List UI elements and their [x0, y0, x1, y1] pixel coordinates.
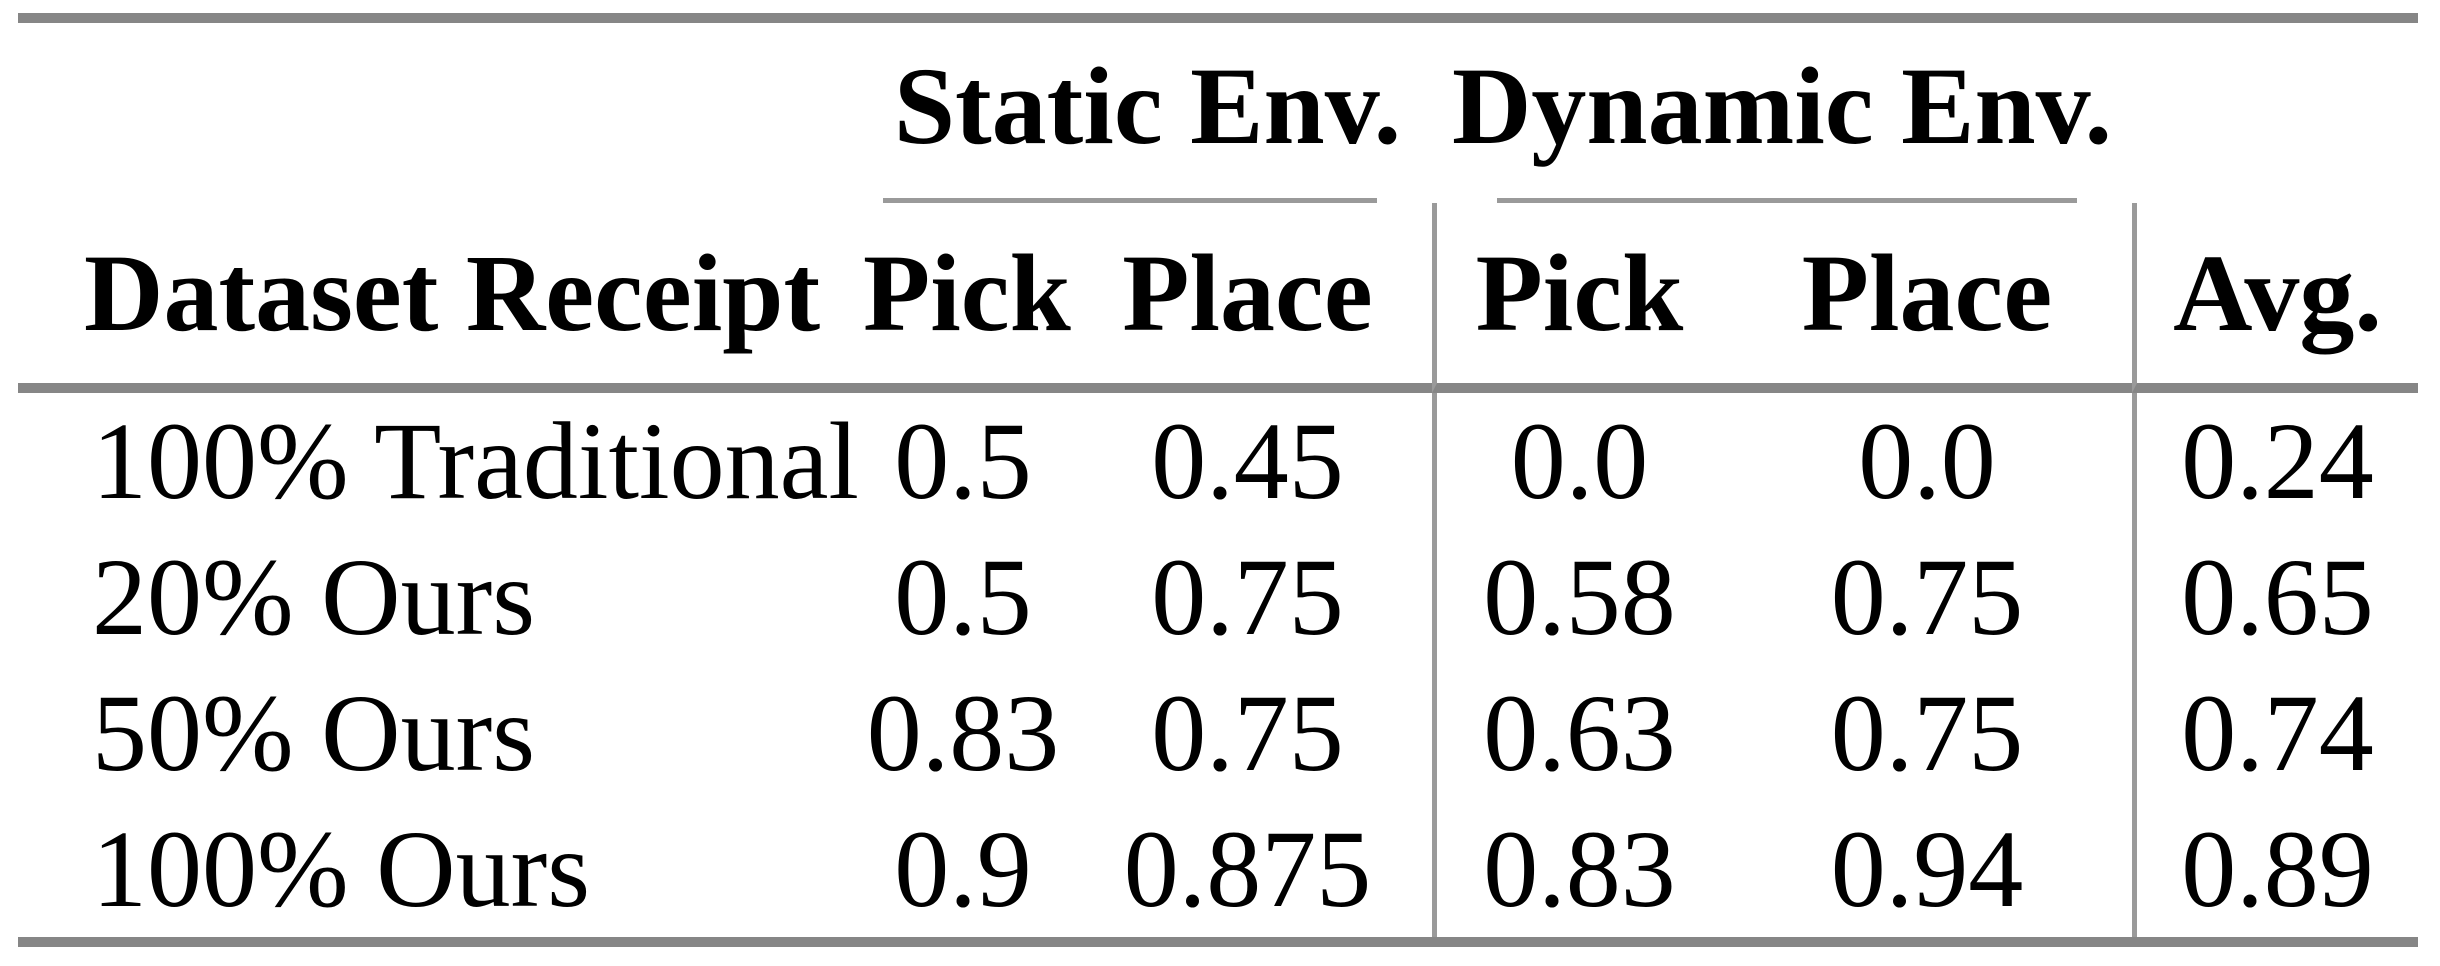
cell-avg: 0.74: [2132, 665, 2418, 801]
cell-avg: 0.24: [2132, 393, 2418, 529]
cell-avg: 0.65: [2132, 529, 2418, 665]
cell-static-place: 0.75: [1151, 536, 1344, 658]
column-header-avg: Avg.: [2132, 203, 2419, 393]
cell-static-pick: 0.9: [894, 808, 1032, 930]
column-header-dynamic-pick: Pick: [1432, 203, 1722, 393]
column-group-static-env: Static Env.: [863, 23, 1432, 203]
cell-dynamic-pick: 0.63: [1432, 665, 1722, 801]
column-header-static-place: Place: [1063, 203, 1432, 393]
group-spacer-left: [18, 23, 863, 203]
table-row-100-ours: 100% Ours 0.9 0.875 0.83 0.94 0.89: [18, 801, 2418, 937]
dynamic-env-underline: [1497, 198, 2078, 203]
cell-dynamic-place: 0.75: [1830, 536, 2024, 658]
row-label: 100% Ours: [92, 808, 591, 930]
table-row-100-traditional: 100% Traditional 0.5 0.45 0.0 0.0 0.24: [18, 393, 2418, 529]
row-label: 100% Traditional: [92, 400, 859, 522]
row-label: 20% Ours: [92, 536, 536, 658]
cell-static-pick: 0.83: [866, 672, 1060, 794]
column-header-static-pick: Pick: [863, 203, 1071, 393]
paper-table-figure: Static Env. Dynamic Env. Dataset Receipt…: [18, 13, 2419, 947]
static-env-group: Static Env.: [863, 23, 1432, 203]
cell-static-place: 0.45: [1151, 400, 1344, 522]
table-row-20-ours: 20% Ours 0.5 0.75 0.58 0.75 0.65: [18, 529, 2418, 665]
group-spacer-right: [2132, 23, 2418, 203]
column-header-dynamic-place: Place: [1722, 203, 2133, 393]
cell-dynamic-pick: 0.58: [1432, 529, 1722, 665]
dynamic-env-label: Dynamic Env.: [1451, 45, 2113, 167]
cell-static-place: 0.75: [1151, 672, 1344, 794]
column-header-dataset-receipt: Dataset Receipt: [18, 203, 863, 393]
cell-dynamic-place: 0.0: [1858, 400, 1996, 522]
row-label: 50% Ours: [92, 672, 536, 794]
dynamic-env-group: Dynamic Env.: [1432, 23, 2132, 203]
column-group-dynamic-env: Dynamic Env.: [1432, 23, 2132, 203]
cell-static-pick: 0.5: [894, 400, 1032, 522]
cell-dynamic-pick: 0.0: [1432, 393, 1722, 529]
cell-dynamic-place: 0.94: [1830, 808, 2024, 930]
cell-avg: 0.89: [2132, 801, 2418, 937]
cell-dynamic-place: 0.75: [1830, 672, 2024, 794]
cell-static-place: 0.875: [1123, 808, 1372, 930]
cell-static-pick: 0.5: [894, 536, 1032, 658]
static-env-label: Static Env.: [893, 45, 1402, 167]
cell-dynamic-pick: 0.83: [1432, 801, 1722, 937]
column-group-row: Static Env. Dynamic Env.: [18, 23, 2418, 203]
static-env-underline: [883, 198, 1377, 203]
table-row-50-ours: 50% Ours 0.83 0.75 0.63 0.75 0.74: [18, 665, 2418, 801]
results-table: Static Env. Dynamic Env. Dataset Receipt…: [18, 13, 2419, 947]
column-header-row: Dataset Receipt Pick Place Pick Place Av…: [18, 203, 2419, 393]
